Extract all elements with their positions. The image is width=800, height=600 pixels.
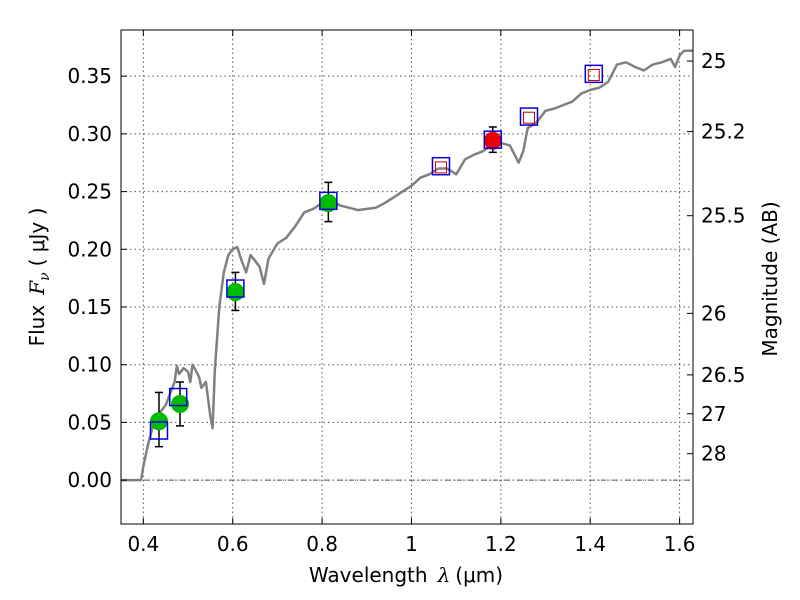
x-axis-label: Wavelength λ (μm) [309,563,503,587]
y-tick-label-4: 0.20 [67,237,112,261]
x-tick-label-6: 1.6 [664,532,696,556]
upper-limit-square-2 [587,69,600,82]
model-band-square-5 [483,130,503,149]
model-band-square-7 [584,64,604,84]
magnitude-tick-label-2: 25.5 [701,204,746,228]
y-tick-label-0: 0.00 [67,468,112,492]
y-tick-label-3: 0.15 [67,295,112,319]
plot-frame [120,29,694,525]
x-tick-label-4: 1.2 [485,532,517,556]
magnitude-tick-label-3: 26 [701,301,726,325]
x-ticks: 0.4 0.6 0.8 1 1.2 1.4 1.6 [127,30,696,556]
y-tick-label-6: 0.30 [67,122,112,146]
model-band-squares [149,64,604,440]
upper-limit-square-1 [522,111,535,124]
magnitude-tick-label-1: 25.2 [701,120,746,144]
model-band-square-3 [319,191,338,211]
data-point-1 [170,394,189,413]
data-point-2 [226,283,245,302]
spectrum-line [121,49,693,482]
data-points [149,131,502,431]
x-tick-label-1: 0.6 [217,532,249,556]
model-spectrum [121,49,693,482]
magnitude-tick-label-4: 26.5 [701,363,746,387]
upper-limit-squares [434,69,600,174]
y-tick-label-5: 0.25 [67,180,112,204]
model-band-square-1 [168,387,188,407]
x-tick-label-2: 0.8 [306,532,338,556]
y-tick-label-1: 0.05 [67,410,112,434]
grid [121,30,693,524]
model-band-square-0 [149,421,169,440]
model-band-square-2 [226,279,245,298]
x-tick-label-0: 0.4 [127,532,159,556]
y2-axis-label: Magnitude (AB) [758,201,782,356]
model-band-square-6 [519,107,539,126]
magnitude-ticks: 25 25.2 25.5 26 26.5 27 28 [687,49,746,466]
magnitude-tick-label-5: 27 [701,402,726,426]
model-band-square-4 [431,156,451,176]
magnitude-tick-label-0: 25 [701,49,726,73]
upper-limit-square-0 [434,161,447,174]
y-ticks: 0.00 0.05 0.10 0.15 0.20 0.25 0.30 0.35 [67,64,127,492]
y-axis-label: FluxFν( μJy ) [25,208,53,347]
y-tick-label-7: 0.35 [67,64,112,88]
y-tick-label-2: 0.10 [67,353,112,377]
x-tick-label-5: 1.4 [574,532,606,556]
magnitude-tick-label-6: 28 [701,442,726,466]
x-tick-label-3: 1 [405,532,418,556]
data-point-4 [483,131,502,150]
